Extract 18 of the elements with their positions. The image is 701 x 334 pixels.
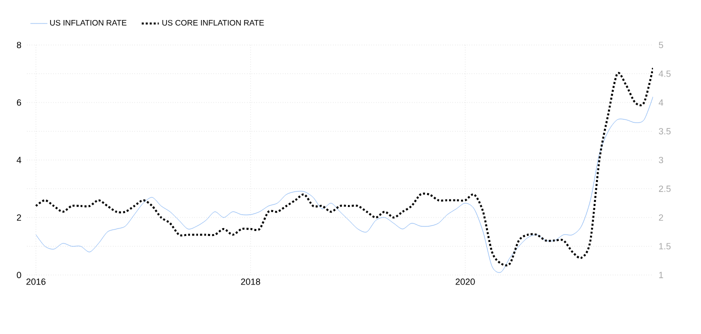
y-tick-label: 8 [16,42,22,48]
y2-tick-label: 1 [659,272,664,278]
y-tick-label: 4 [16,156,22,164]
y2-tick-label: 4 [658,99,664,106]
y-tick-label: 0 [16,272,22,278]
x-tick-label: 2020 [456,278,475,285]
y2-tick-label: 2.5 [658,186,671,192]
y2-tick-label: 2 [658,214,664,221]
y2-tick-label: 5 [658,42,664,48]
y2-tick-label: 3.5 [658,128,671,134]
x-tick-label: 2016 [26,278,46,285]
y2-tick-label: 4.5 [658,70,671,77]
y-tick-label: 6 [16,99,22,106]
y2-tick-label: 1.5 [659,243,671,250]
x-tick-label: 2018 [241,278,260,285]
y2-tick-label: 3 [658,156,664,164]
y-tick-label: 2 [16,214,22,221]
line-series [36,96,654,272]
